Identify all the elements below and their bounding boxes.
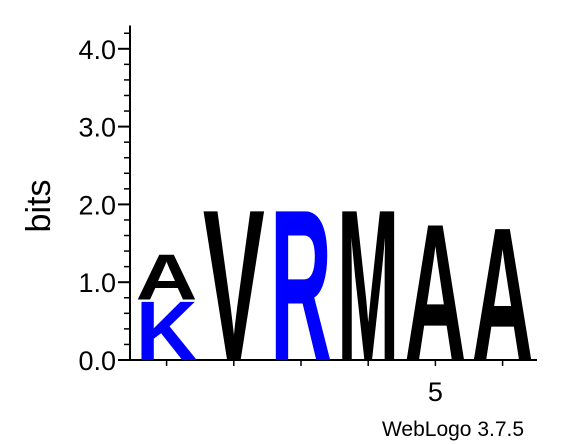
logo-letter-a-pos-5: A: [404, 183, 466, 402]
logo-letter-a-pos-1: A: [136, 241, 198, 314]
logo-letter-v-pos-2: V: [203, 165, 265, 407]
y-tick-label: 3.0: [78, 113, 116, 143]
y-tick-label: 2.0: [78, 190, 116, 220]
y-axis-title: bits: [20, 180, 58, 233]
logo-letter-a-pos-6: A: [472, 188, 534, 401]
x-axis: 5: [130, 359, 537, 407]
y-tick-label: 0.0: [78, 346, 116, 376]
logo-letters: KA V R M A A: [136, 164, 534, 407]
logo-letter-k-pos-1: K: [136, 284, 198, 378]
y-tick-label: 1.0: [78, 268, 116, 298]
weblogo-credit: WebLogo 3.7.5: [382, 418, 524, 441]
y-tick-label: 4.0: [78, 35, 116, 65]
x-tick-label: 5: [428, 377, 443, 407]
logo-letter-m-pos-4: M: [337, 166, 399, 407]
logo-letter-r-pos-3: R: [270, 164, 332, 406]
y-axis: 0.0 1.0 2.0 3.0 4.0: [78, 25, 131, 376]
